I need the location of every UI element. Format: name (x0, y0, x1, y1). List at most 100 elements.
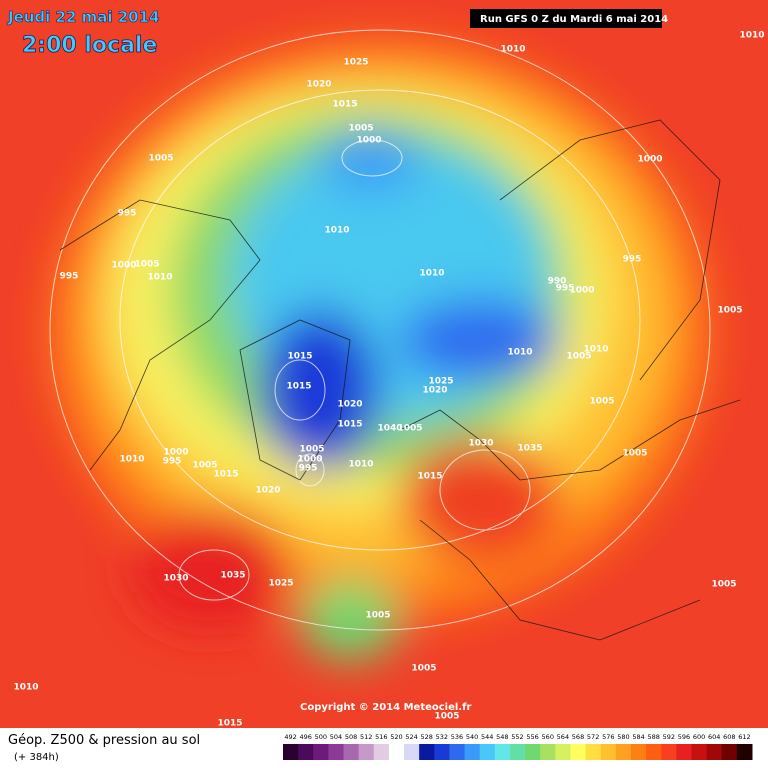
isobar-label: 1015 (332, 100, 357, 110)
isobar-label: 1000 (111, 261, 136, 271)
scale-label: 600 (693, 733, 705, 741)
isobar-label: 1010 (324, 226, 349, 236)
isobar-label: 990 (548, 277, 567, 287)
isobar-label: 1000 (163, 448, 188, 458)
color-cell (434, 744, 450, 760)
color-cell (615, 744, 632, 760)
scale-label: 492 (284, 733, 296, 741)
color-cell (313, 744, 329, 760)
isobar-label: 1005 (348, 124, 373, 134)
isobar-label: 1005 (566, 352, 591, 362)
copyright: Copyright © 2014 Meteociel.fr (300, 702, 471, 713)
isobar-label: 1015 (287, 352, 312, 362)
isobar-label: 995 (163, 457, 182, 467)
field (0, 0, 768, 728)
isobar-label: 1010 (147, 273, 172, 283)
scale-label: 580 (617, 733, 629, 741)
color-cell (494, 744, 511, 760)
isobar-label: 1010 (500, 45, 525, 55)
isobar-label: 1020 (422, 386, 447, 396)
color-cell (298, 744, 314, 760)
color-cell (525, 744, 541, 760)
isobar-label: 1040 (377, 424, 402, 434)
isobar-label: 1015 (417, 472, 442, 482)
color-cell (570, 744, 587, 760)
scale-label: 576 (602, 733, 614, 741)
isobar-label: 1015 (213, 470, 238, 480)
color-cell (449, 744, 466, 760)
isobar-label: 1025 (428, 377, 453, 387)
scale-label: 540 (466, 733, 478, 741)
scale-label: 592 (663, 733, 675, 741)
color-cell (600, 744, 617, 760)
scale-label: 568 (572, 733, 584, 741)
isobar-label: 1010 (13, 683, 38, 693)
isobar-label: 1015 (217, 719, 242, 729)
color-cell (343, 744, 360, 760)
color-cell (555, 744, 571, 760)
date: Jeudi 22 mai 2014 (7, 8, 160, 26)
isobar-label: 1005 (148, 154, 173, 164)
scale-label: 608 (723, 733, 735, 741)
color-cell (328, 744, 345, 760)
scale-label: 528 (421, 733, 433, 741)
isobar-label: 1000 (356, 136, 381, 146)
color-cell (676, 744, 692, 760)
color-cell (706, 744, 723, 760)
isobar-label: 1005 (622, 449, 647, 459)
isobar-label: 1005 (192, 461, 217, 471)
isobar-label: 1005 (434, 712, 459, 722)
scale-label: 548 (496, 733, 508, 741)
color-cell (691, 744, 708, 760)
scale-label: 612 (738, 733, 750, 741)
isobar-label: 1010 (348, 460, 373, 470)
color-cell (661, 744, 677, 760)
isobar-label: 1035 (220, 571, 245, 581)
time: 2:00 locale (22, 33, 157, 58)
isobar-label: 1020 (337, 400, 362, 410)
isobar-label: 1010 (119, 455, 144, 465)
color-cell (585, 744, 602, 760)
isobar-label: 1025 (268, 579, 293, 589)
color-cell (373, 744, 390, 760)
scale-label: 604 (708, 733, 720, 741)
color-cell (721, 744, 738, 760)
isobar-label: 1005 (411, 664, 436, 674)
scale-label: 532 (436, 733, 448, 741)
color-cell (283, 744, 299, 760)
scale-label: 496 (299, 733, 311, 741)
scale-label: 556 (526, 733, 538, 741)
isobar-label: 1015 (337, 420, 362, 430)
isobar-label: 1005 (711, 580, 736, 590)
isobar-label: 1005 (397, 424, 422, 434)
isobar-label: 1005 (589, 397, 614, 407)
scale-label: 572 (587, 733, 599, 741)
color-cell (419, 744, 435, 760)
isobar-label: 1005 (717, 306, 742, 316)
color-scale: 492 496 500 504 508 512 516 520 524 528 532 536 540 5… (283, 733, 753, 760)
scale-label: 516 (375, 733, 387, 741)
isobar-label: 1000 (637, 155, 662, 165)
color-cell (630, 744, 647, 760)
scale-label: 508 (345, 733, 357, 741)
scale-label: 560 (542, 733, 554, 741)
scale-label: 500 (315, 733, 327, 741)
color-cell (464, 744, 481, 760)
isobar-label: 995 (118, 209, 137, 219)
isobar-label: 1005 (365, 611, 390, 621)
isobar-label: 1000 (297, 455, 322, 465)
legend-subtitle: (+ 384h) (14, 752, 59, 763)
isobar-label: 1010 (739, 31, 764, 41)
color-cell (358, 744, 375, 760)
legend-title: Géop. Z500 & pression au sol (8, 733, 200, 748)
isobar-label: 1035 (517, 444, 542, 454)
isobar-label: 1020 (255, 486, 280, 496)
scale-label: 524 (405, 733, 417, 741)
isobar-label: 1020 (306, 80, 331, 90)
scale-label: 544 (481, 733, 493, 741)
isobar-label: 1005 (299, 445, 324, 455)
isobar-label: 1000 (569, 286, 594, 296)
isobar-label: 1010 (583, 345, 608, 355)
